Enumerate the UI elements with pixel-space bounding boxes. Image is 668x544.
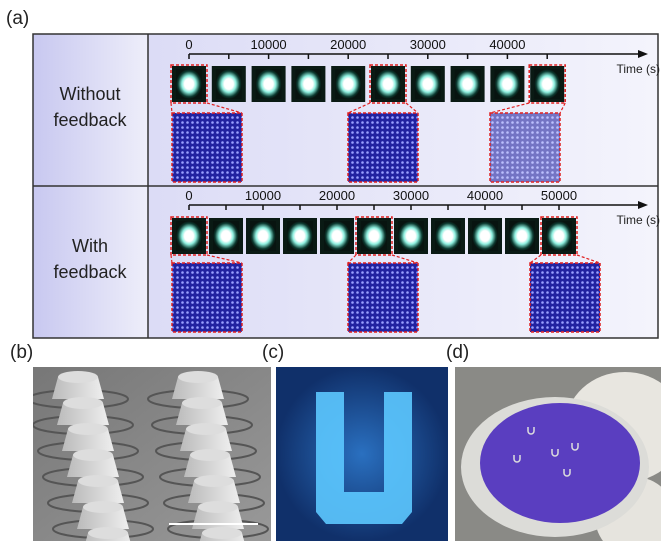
tick-label: 20000 — [330, 37, 366, 52]
highlight-box — [170, 216, 208, 256]
zoomed-array-border — [171, 262, 243, 333]
row-label: feedback — [53, 110, 127, 130]
pillar — [180, 429, 232, 451]
pillar-top — [63, 397, 103, 409]
panel-label-b: (b) — [10, 342, 34, 363]
tick-label: 30000 — [410, 37, 446, 52]
pillar — [184, 455, 236, 477]
zoomed-array-border — [347, 112, 419, 183]
thumbnail-glow — [295, 69, 322, 99]
zoomed-array-border — [489, 112, 561, 183]
pillar — [67, 455, 119, 477]
tick-label: 10000 — [245, 188, 281, 203]
tick-label: 20000 — [319, 188, 355, 203]
tick-label: 40000 — [489, 37, 525, 52]
pillar-top — [83, 501, 123, 513]
thumbnail-glow — [213, 221, 239, 251]
pillar-top — [58, 371, 98, 383]
panel-label-c: (c) — [262, 342, 285, 363]
tick-label: 40000 — [467, 188, 503, 203]
tick-label: 0 — [185, 37, 192, 52]
zoom-line — [170, 102, 243, 114]
zoom-line — [489, 102, 566, 114]
pillar-top — [182, 397, 222, 409]
zoom-line — [529, 254, 601, 264]
thumbnail-glow — [335, 69, 362, 99]
tick-label: 50000 — [541, 188, 577, 203]
pillar-top — [202, 527, 242, 539]
zoomed-array-image — [490, 113, 560, 182]
highlight-box — [540, 216, 578, 256]
zoomed-array-border — [347, 262, 419, 333]
thumbnail-glow — [375, 69, 401, 99]
zoom-line — [170, 254, 243, 264]
pillar-top — [186, 423, 226, 435]
zoomed-array-image — [172, 263, 242, 332]
thumbnail-glow — [398, 221, 424, 251]
pillar — [72, 481, 124, 503]
zoomed-array-image — [172, 113, 242, 182]
pillar — [57, 403, 109, 425]
thumbnail-glow — [546, 221, 572, 251]
pillar-top — [73, 449, 113, 461]
pillar — [62, 429, 114, 451]
axis-label: Time (s) — [616, 213, 660, 227]
highlight-box — [369, 64, 407, 104]
axis-arrow — [638, 50, 648, 58]
axis-label: Time (s) — [616, 62, 660, 76]
thumbnail-glow — [454, 69, 481, 99]
axis-arrow — [638, 201, 648, 209]
thumbnail-glow — [361, 221, 387, 251]
pillar — [77, 507, 129, 529]
thumbnail-glow — [324, 221, 350, 251]
wafer-photo — [455, 367, 661, 541]
thumbnail-glow — [255, 69, 282, 99]
zoomed-array-border — [529, 262, 601, 333]
tick-label: 0 — [185, 188, 192, 203]
thumbnail-glow — [435, 221, 461, 251]
thumbnail-glow — [287, 221, 313, 251]
pillar-top — [88, 527, 128, 539]
pillar — [172, 377, 224, 399]
pillar — [176, 403, 228, 425]
panel-label-a: (a) — [6, 8, 30, 29]
sem-image — [33, 367, 271, 541]
u-fluorescence-image — [276, 367, 448, 541]
thumbnail-glow — [534, 69, 561, 99]
thumbnail-glow — [250, 221, 276, 251]
thumbnail-glow — [414, 69, 441, 99]
panel-label-d: (d) — [446, 342, 470, 363]
zoom-line — [347, 254, 419, 264]
pillar-top — [198, 501, 238, 513]
thumbnail-glow — [176, 221, 202, 251]
zoomed-array-image — [348, 113, 418, 182]
pillar — [52, 377, 104, 399]
row-label: With — [72, 236, 108, 256]
tick-label: 10000 — [251, 37, 287, 52]
thumbnail-glow — [215, 69, 242, 99]
highlight-box — [528, 64, 566, 104]
zoomed-array-border — [171, 112, 243, 183]
thumbnail-glow — [509, 221, 535, 251]
thumbnail-glow — [176, 69, 202, 99]
tick-label: 30000 — [393, 188, 429, 203]
pillar-top — [190, 449, 230, 461]
pillar-top — [78, 475, 118, 487]
thumbnail-glow — [494, 69, 521, 99]
pillar-top — [178, 371, 218, 383]
zoomed-array-image — [530, 263, 600, 332]
highlight-box — [170, 64, 208, 104]
pillar-top — [194, 475, 234, 487]
pillar — [188, 481, 240, 503]
thumbnail-glow — [472, 221, 498, 251]
highlight-box — [355, 216, 393, 256]
zoomed-array-image — [348, 263, 418, 332]
pillar-top — [68, 423, 108, 435]
row-label: Without — [59, 84, 120, 104]
row-label: feedback — [53, 262, 127, 282]
zoom-line — [347, 102, 419, 114]
